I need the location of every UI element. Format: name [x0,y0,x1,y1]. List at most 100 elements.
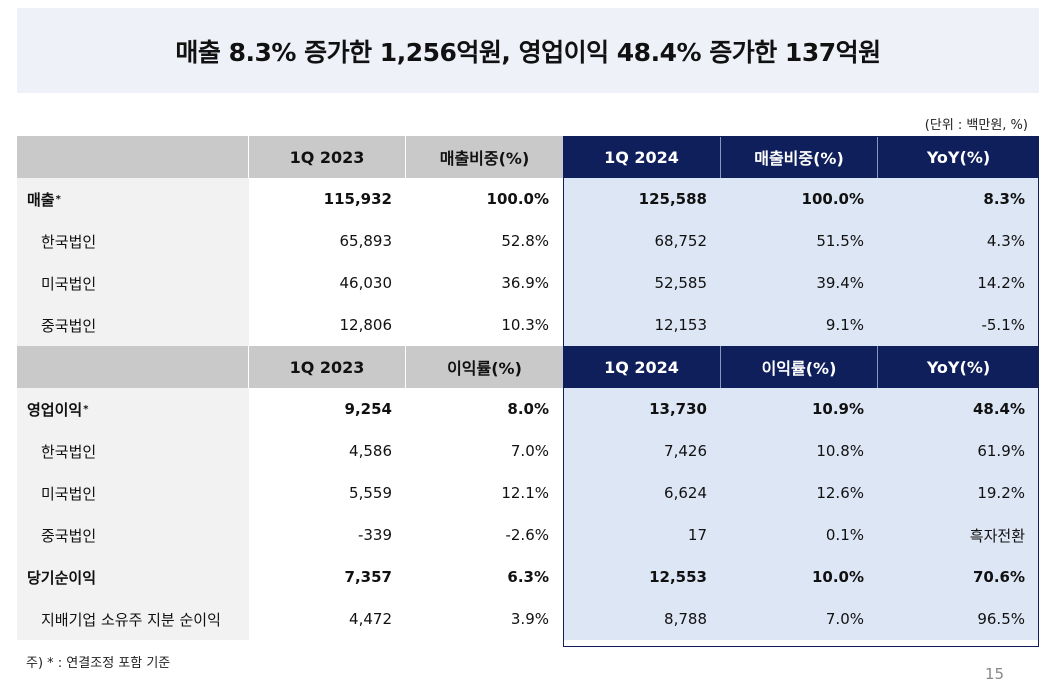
value-cell: 12,806 [339,316,393,334]
row-label: 당기순이익 [17,556,249,598]
value-cell: 12.6% [721,472,878,514]
table-row: 당기순이익 7,357 6.3% 12,553 10.0% 70.6% [17,556,1039,598]
value-cell: 5,559 [349,484,392,502]
value-cell: 39.4% [721,262,878,304]
row-label-text: 미국법인 [41,274,97,293]
value-cell: 68,752 [563,220,721,262]
row-label: 한국법인 [17,430,249,472]
value-cell: 9,254 [344,400,392,418]
table-row: 미국법인 46,030 36.9% 52,585 39.4% 14.2% [17,262,1039,304]
value-cell: 4.3% [878,220,1039,262]
value-cell: 7.0% [721,598,878,640]
row-label-text: 미국법인 [41,484,97,503]
value-cell: 13,730 [563,388,721,430]
table-row: 한국법인 4,586 7.0% 7,426 10.8% 61.9% [17,430,1039,472]
row-label-text: 한국법인 [41,232,97,251]
row-label-text: 한국법인 [41,442,97,461]
table-row: 중국법인 -339 -2.6% 17 0.1% 흑자전환 [17,514,1039,556]
row-label-text: 영업이익 [27,400,83,419]
value-cell: 19.2% [878,472,1039,514]
value-cell: 8,788 [563,598,721,640]
value-cell: 8.3% [878,178,1039,220]
row-label-text: 중국법인 [41,316,97,335]
value-cell: 51.5% [721,220,878,262]
sales-body: 매출 * 115,932 100.0% 125,588 100.0% 8.3% 한국법인 65,… [17,178,1039,346]
table-row: 중국법인 12,806 10.3% 12,153 9.1% -5.1% [17,304,1039,346]
table-row: 매출 * 115,932 100.0% 125,588 100.0% 8.3% [17,178,1039,220]
footnote-marker: * [83,403,89,415]
value-cell: 7,357 [344,568,392,586]
footnote-marker: * [55,193,61,205]
value-cell: 12.1% [501,484,549,502]
row-label-text: 당기순이익 [27,568,97,587]
financial-table: 1Q 2023 매출비중(%) 1Q 2024 매출비중(%) YoY(%) 매… [17,136,1039,640]
value-cell: 7,426 [563,430,721,472]
row-label: 지배기업 소유주 지분 순이익 [17,598,249,640]
value-cell: 8.0% [507,400,549,418]
profit-body: 영업이익 * 9,254 8.0% 13,730 10.9% 48.4% 한국법인 4,586 7… [17,388,1039,640]
row-label-text: 매출 [27,190,55,209]
header-cell: 1Q 2023 [249,346,406,388]
row-label: 한국법인 [17,220,249,262]
value-cell: 6.3% [507,568,549,586]
sales-header-row: 1Q 2023 매출비중(%) 1Q 2024 매출비중(%) YoY(%) [17,136,1039,178]
footnote: 주) * : 연결조정 포함 기준 [26,656,171,671]
table-row: 지배기업 소유주 지분 순이익 4,472 3.9% 8,788 7.0% 96.5% [17,598,1039,640]
value-cell: -2.6% [505,526,549,544]
value-cell: 48.4% [878,388,1039,430]
value-cell: 7.0% [510,442,549,460]
row-label: 영업이익 * [17,388,249,430]
value-cell: 100.0% [486,190,549,208]
header-cell: 이익률(%) [406,346,563,388]
header-cell [17,346,249,388]
header-cell: 1Q 2024 [563,136,721,178]
header-cell: YoY(%) [878,346,1039,388]
value-cell: 36.9% [501,274,549,292]
table-row: 미국법인 5,559 12.1% 6,624 12.6% 19.2% [17,472,1039,514]
value-cell: 65,893 [339,232,393,250]
header-cell: 이익률(%) [721,346,878,388]
header-cell: 1Q 2024 [563,346,721,388]
value-cell: 115,932 [323,190,392,208]
unit-label: (단위 : 백만원, %) [924,118,1028,133]
value-cell: 52,585 [563,262,721,304]
row-label: 중국법인 [17,304,249,346]
value-cell: 9.1% [721,304,878,346]
value-cell: 10.9% [721,388,878,430]
row-label: 미국법인 [17,262,249,304]
value-cell: 4,472 [349,610,392,628]
title-banner: 매출 8.3% 증가한 1,256억원, 영업이익 48.4% 증가한 137억… [17,8,1039,93]
page-number: 15 [985,665,1005,683]
row-label: 중국법인 [17,514,249,556]
header-cell: 매출비중(%) [721,136,878,178]
value-cell: 10.8% [721,430,878,472]
value-cell: 46,030 [339,274,393,292]
row-label: 매출 * [17,178,249,220]
value-cell: 100.0% [721,178,878,220]
header-cell: 매출비중(%) [406,136,563,178]
value-cell: 12,153 [563,304,721,346]
header-cell: 1Q 2023 [249,136,406,178]
value-cell: 10.3% [501,316,549,334]
value-cell: 0.1% [721,514,878,556]
value-cell: 70.6% [878,556,1039,598]
header-cell: YoY(%) [878,136,1039,178]
value-cell: 52.8% [501,232,549,250]
page-title: 매출 8.3% 증가한 1,256억원, 영업이익 48.4% 증가한 137억… [175,37,881,67]
value-cell: 10.0% [721,556,878,598]
value-cell: 125,588 [563,178,721,220]
value-cell: 4,586 [349,442,392,460]
row-label-text: 중국법인 [41,526,97,545]
value-cell: 17 [563,514,721,556]
value-cell: -5.1% [878,304,1039,346]
header-cell [17,136,249,178]
value-cell: 3.9% [510,610,549,628]
profit-header-row: 1Q 2023 이익률(%) 1Q 2024 이익률(%) YoY(%) [17,346,1039,388]
table-row: 영업이익 * 9,254 8.0% 13,730 10.9% 48.4% [17,388,1039,430]
value-cell: 6,624 [563,472,721,514]
row-label-text: 지배기업 소유주 지분 순이익 [41,610,221,629]
value-cell: 96.5% [878,598,1039,640]
table-row: 한국법인 65,893 52.8% 68,752 51.5% 4.3% [17,220,1039,262]
row-label: 미국법인 [17,472,249,514]
value-cell: 12,553 [563,556,721,598]
